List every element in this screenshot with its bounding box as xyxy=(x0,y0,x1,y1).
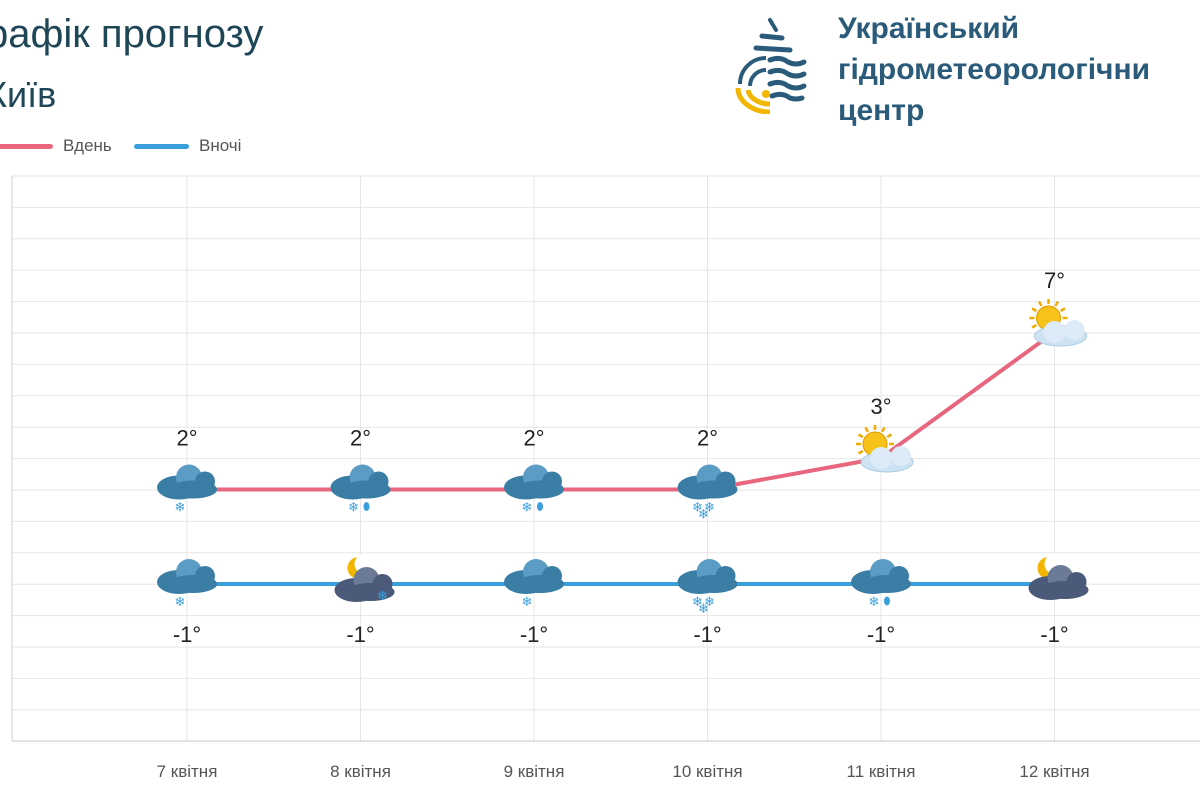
organization-name: Український гідрометеорологічни центр xyxy=(838,12,1151,127)
svg-text:❄: ❄ xyxy=(692,500,703,515)
night-value-label: -1° xyxy=(520,622,548,647)
night-value-label: -1° xyxy=(1040,622,1068,647)
legend-item-night: Вночі xyxy=(134,136,241,156)
night-value-label: -1° xyxy=(346,622,374,647)
chart-labels: 7 квітня 8 квітня 9 квітня 10 квітня 11 квіт… xyxy=(157,268,1090,781)
cloud-snow-icon: ❄ xyxy=(157,559,217,609)
city-name: Київ xyxy=(0,74,57,115)
chart-grid xyxy=(11,175,1200,742)
cloud-heavy-snow-icon: ❄ ❄❄ xyxy=(677,464,738,522)
legend-swatch-night xyxy=(134,143,189,149)
day-value-label: 7° xyxy=(1044,268,1065,293)
legend-swatch-day xyxy=(0,143,53,149)
series-line-day xyxy=(187,330,1056,492)
svg-text:❄: ❄ xyxy=(704,594,715,609)
chart-icons: ❄ ❄ ❄ ❄ ❄❄❄ ❄ ❄ ❄ ❄❄ ❄ xyxy=(157,299,1089,616)
svg-text:❄: ❄ xyxy=(175,500,186,515)
day-value-label: 2° xyxy=(523,426,544,451)
svg-text:❄: ❄ xyxy=(522,594,533,609)
svg-text:❄: ❄ xyxy=(692,594,703,609)
cloud-snow-rain-icon: ❄ xyxy=(851,559,911,609)
water-drop-sun-logo xyxy=(735,18,807,114)
legend-item-day: Вдень xyxy=(0,136,112,156)
cloud-snow-icon: ❄ xyxy=(504,559,564,609)
day-value-label: 2° xyxy=(697,426,718,451)
svg-text:❄: ❄ xyxy=(704,500,715,515)
x-tick-label: 10 квітня xyxy=(672,762,742,781)
cloud-snow-rain-icon: ❄ xyxy=(504,464,564,515)
cloud-snow-rain-icon: ❄ xyxy=(330,464,391,515)
svg-text:❄: ❄ xyxy=(698,601,709,616)
x-tick-label: 9 квітня xyxy=(504,762,565,781)
svg-text:❄: ❄ xyxy=(175,594,186,609)
sun-behind-cloud-icon xyxy=(1029,299,1087,347)
svg-text:❄: ❄ xyxy=(869,594,880,609)
x-tick-label: 11 квітня xyxy=(847,762,916,781)
night-value-label: -1° xyxy=(867,622,895,647)
svg-text:❄: ❄ xyxy=(698,507,709,522)
cloud-heavy-snow-icon: ❄ ❄❄ xyxy=(677,559,738,616)
chart-lines xyxy=(187,330,1056,586)
svg-text:❄: ❄ xyxy=(522,500,533,515)
x-tick-label: 12 квітня xyxy=(1019,762,1089,781)
night-value-label: -1° xyxy=(693,622,721,647)
x-tick-label: 7 квітня xyxy=(157,762,218,781)
x-tick-label: 8 квітня xyxy=(330,762,391,781)
sun-behind-cloud-icon xyxy=(856,425,914,473)
day-value-label: 2° xyxy=(350,426,371,451)
svg-text:❄: ❄ xyxy=(377,588,388,603)
legend-label-night: Вночі xyxy=(199,136,242,155)
day-value-label: 2° xyxy=(176,426,197,451)
moon-cloud-icon xyxy=(1028,554,1089,600)
legend-label-day: Вдень xyxy=(63,136,112,155)
moon-cloud-snow-icon: ❄ xyxy=(334,554,395,603)
page-title: рафік прогнозу xyxy=(0,12,264,56)
svg-text:❄: ❄ xyxy=(348,500,359,515)
cloud-snow-icon: ❄ xyxy=(157,464,217,515)
night-value-label: -1° xyxy=(173,622,201,647)
day-value-label: 3° xyxy=(870,394,891,419)
